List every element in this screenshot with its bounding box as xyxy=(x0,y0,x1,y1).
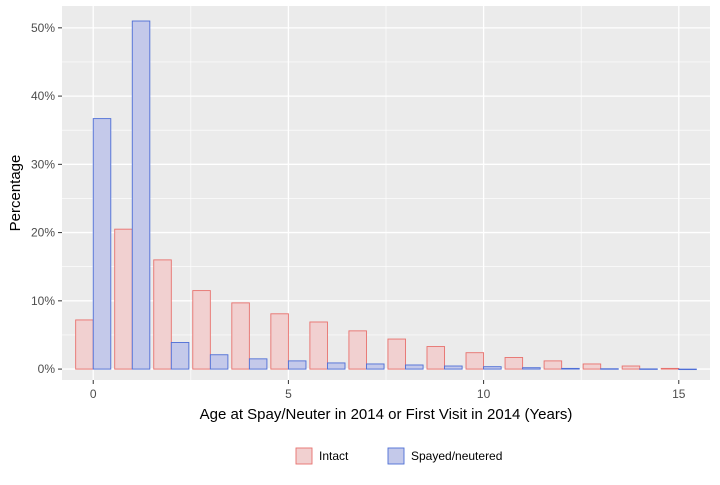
bar xyxy=(483,366,502,370)
y-tick-label: 0% xyxy=(38,362,56,376)
bar xyxy=(192,290,211,370)
bar xyxy=(639,368,658,370)
bar xyxy=(209,354,229,370)
bar xyxy=(678,368,697,371)
x-tick-label: 0 xyxy=(90,387,97,401)
x-tick-label: 5 xyxy=(285,387,292,401)
y-tick-label: 20% xyxy=(31,226,55,240)
bar xyxy=(270,313,289,370)
bar xyxy=(75,319,94,370)
bar xyxy=(366,363,385,370)
y-tick-label: 40% xyxy=(31,89,55,103)
legend-swatch xyxy=(387,447,405,465)
bar xyxy=(582,363,602,370)
legend-swatch xyxy=(295,447,313,465)
bar xyxy=(170,342,190,370)
bar xyxy=(92,118,112,370)
bar xyxy=(426,346,446,370)
legend-label: Intact xyxy=(319,449,349,463)
bars xyxy=(75,20,697,371)
x-tick-label: 15 xyxy=(672,387,686,401)
bar xyxy=(131,20,151,370)
bar xyxy=(444,365,463,370)
y-tick-label: 10% xyxy=(31,294,55,308)
y-tick-label: 30% xyxy=(31,157,55,171)
bar xyxy=(405,364,424,370)
bar xyxy=(114,228,133,370)
bar xyxy=(561,367,580,370)
bar xyxy=(600,368,619,370)
bar xyxy=(248,358,268,370)
x-axis: 0 5 10 15 xyxy=(90,380,686,401)
x-tick-label: 10 xyxy=(477,387,491,401)
x-axis-title: Age at Spay/Neuter in 2014 or First Visi… xyxy=(200,406,573,423)
legend: Intact Spayed/neutered xyxy=(295,447,502,465)
bar xyxy=(543,360,563,370)
bar xyxy=(522,367,541,370)
y-axis: 0% 10% 20% 30% 40% 50% xyxy=(31,21,62,376)
bar xyxy=(287,360,307,370)
y-axis-title: Percentage xyxy=(7,155,24,232)
bar xyxy=(660,367,680,370)
legend-label: Spayed/neutered xyxy=(411,449,502,463)
bar xyxy=(348,330,367,370)
bar xyxy=(621,365,641,370)
bar xyxy=(465,352,485,370)
bar xyxy=(387,338,406,370)
bar xyxy=(326,362,346,370)
bar xyxy=(153,259,172,370)
bar xyxy=(309,321,328,370)
bar xyxy=(504,357,524,370)
bar xyxy=(231,302,250,370)
y-tick-label: 50% xyxy=(31,21,55,35)
